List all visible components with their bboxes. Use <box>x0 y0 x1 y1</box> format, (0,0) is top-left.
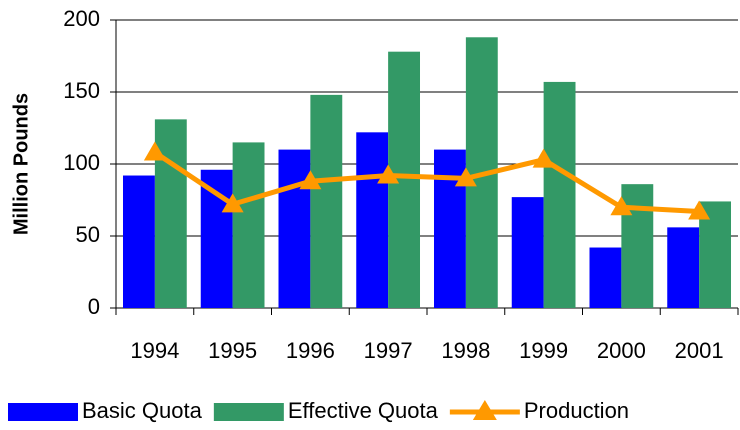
y-tick-label: 100 <box>63 150 100 175</box>
bar <box>356 132 389 308</box>
bar <box>122 175 155 308</box>
y-tick-label: 50 <box>76 222 100 247</box>
y-tick-label: 0 <box>88 294 100 319</box>
y-axis-label: Million Pounds <box>10 93 32 235</box>
marker <box>610 196 633 216</box>
bar <box>543 81 576 308</box>
line <box>153 150 700 215</box>
marker <box>377 164 400 184</box>
marker <box>143 141 166 161</box>
x-tick-label: 2001 <box>675 338 724 363</box>
marker <box>688 200 711 220</box>
bar <box>511 197 544 308</box>
legend-swatch <box>213 403 284 421</box>
x-tick-label: 1997 <box>364 338 413 363</box>
x-tick-label: 1994 <box>130 338 179 363</box>
y-tick-label: 150 <box>63 78 100 103</box>
marker <box>299 170 322 190</box>
y-tick-label: 200 <box>63 6 100 31</box>
legend-swatch <box>8 403 78 421</box>
legend-label: Production <box>524 398 629 423</box>
bar <box>232 142 265 308</box>
legend-label: Effective Quota <box>288 398 439 423</box>
marker <box>532 148 555 168</box>
x-tick-label: 1998 <box>441 338 490 363</box>
x-tick-label: 1999 <box>519 338 568 363</box>
legend-marker <box>472 400 497 420</box>
bar <box>433 149 466 308</box>
marker <box>454 167 477 187</box>
bar <box>621 184 654 308</box>
marker <box>221 193 244 213</box>
bar <box>200 169 233 308</box>
bar <box>667 227 700 308</box>
x-tick-label: 2000 <box>597 338 646 363</box>
bar <box>589 247 622 308</box>
bar <box>278 149 311 308</box>
x-tick-label: 1996 <box>286 338 335 363</box>
bar <box>310 94 343 308</box>
bar <box>154 119 187 308</box>
legend-label: Basic Quota <box>82 398 203 423</box>
x-tick-label: 1995 <box>208 338 257 363</box>
